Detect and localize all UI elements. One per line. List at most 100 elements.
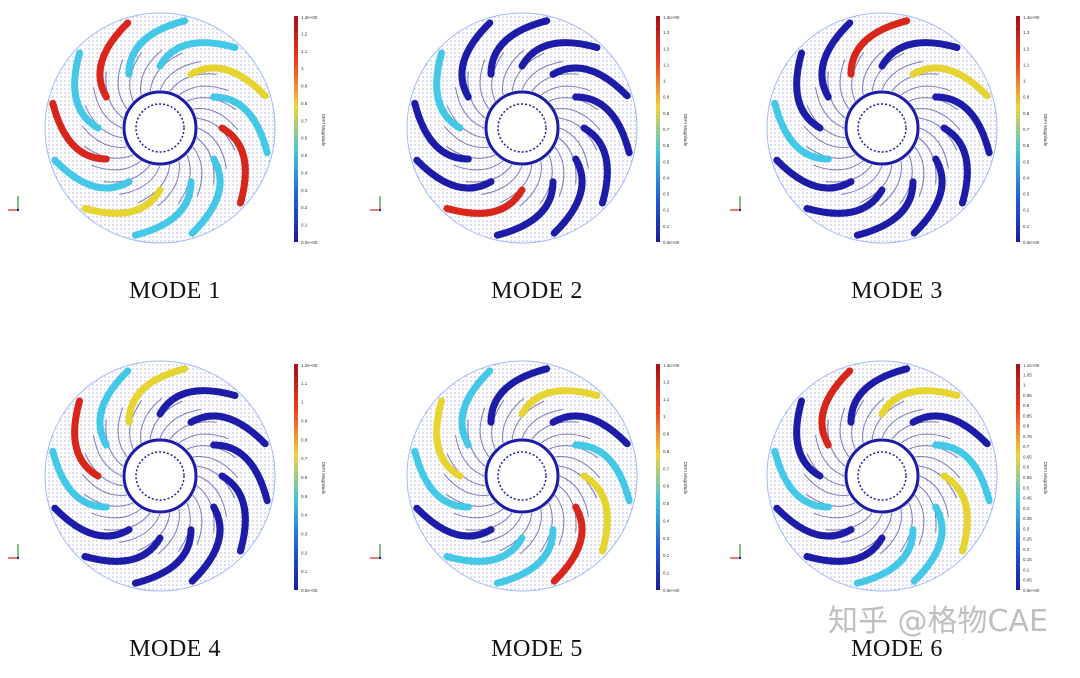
blade (81, 534, 164, 565)
colorbar-tick: 0.6 (1023, 465, 1030, 470)
colorbar-tick: 1.1 (301, 381, 308, 386)
colorbar-tick: 0.6 (663, 143, 670, 148)
colorbar-min: 0.0e+00 (301, 588, 318, 593)
colorbar-label: DEFI Magnitude (321, 114, 326, 147)
colorbar-tick: 0.6 (301, 475, 308, 480)
colorbar-tick: 0.1 (301, 223, 308, 228)
colorbar-tick: 0.1 (1023, 567, 1030, 572)
colorbar-tick: 0.2 (301, 205, 308, 210)
colorbar-tick: 1.1 (1023, 62, 1030, 67)
colorbar-tick: 0.3 (301, 188, 308, 193)
colorbar-tick: 0.25 (1023, 537, 1032, 542)
colorbar-label: DEFI Magnitude (1043, 114, 1048, 147)
blade (910, 503, 946, 585)
blade (572, 441, 633, 505)
blade (878, 387, 961, 418)
blade (51, 504, 133, 540)
colorbar-tick: 0.4 (1023, 175, 1030, 180)
blade (210, 93, 271, 157)
axis-triad-icon (370, 544, 382, 560)
blade (188, 503, 224, 585)
blade (71, 397, 102, 480)
colorbar-min: 0.0e+00 (1023, 588, 1040, 593)
colorbar-tick: 0.2 (663, 553, 670, 558)
colorbar-tick: 1.3 (663, 30, 670, 35)
blade (549, 412, 631, 448)
colorbar-tick: 0.45 (1023, 496, 1032, 501)
blade (932, 93, 993, 157)
colorbar-tick: 0.4 (1023, 506, 1030, 511)
colorbar-tick: 0.35 (1023, 516, 1032, 521)
colorbar-tick: 0.1 (663, 571, 670, 576)
colorbar-tick: 0.8 (301, 437, 308, 442)
colorbar-max: 1.3e+00 (301, 15, 318, 20)
blade (96, 19, 132, 101)
blade (572, 93, 633, 157)
colorbar-tick: 1.2 (1023, 46, 1030, 51)
mode-caption: MODE 6 (851, 636, 943, 662)
blade (940, 124, 971, 207)
blade (549, 64, 631, 100)
colorbar-tick: 0.8 (663, 449, 670, 454)
colorbar-label: DEFI Magnitude (683, 462, 688, 495)
colorbar-tick: 1.2 (663, 379, 670, 384)
blade (853, 526, 917, 587)
colorbar: 1.3e+00 0.0e+00 1.2 1.1 1 0.9 0.8 0.7 0.6 0.5 0.4 0… (294, 15, 326, 245)
blade (803, 186, 886, 217)
impeller-contour-plot (406, 360, 638, 592)
axis-triad-icon (730, 196, 742, 212)
colorbar-min: 0.0e+00 (663, 588, 680, 593)
blade (909, 412, 991, 448)
blade (853, 178, 917, 239)
impeller-contour-plot (766, 360, 998, 592)
colorbar-max: 1.3e+00 (663, 15, 680, 20)
blade (550, 155, 586, 237)
colorbar: 1.3e+00 0.0e+00 1.2 1.1 1 0.9 0.8 0.7 0.6 0.5 0.4 0… (656, 363, 688, 593)
blade (487, 365, 551, 426)
colorbar-tick: 0.5 (663, 501, 670, 506)
blade (932, 441, 993, 505)
mode-panel-5: 1.3e+00 0.0e+00 1.2 1.1 1 0.9 0.8 0.7 0.6 0.5 0.4 0… (362, 348, 722, 678)
mode-panel-2: 1.3e+00 0.0e+00 1.3 1.2 1.1 1 0.9 0.8 0.7 0.6 0.5 0… (362, 0, 722, 330)
colorbar-tick: 0.3 (663, 192, 670, 197)
blade (518, 39, 601, 70)
blade (413, 504, 495, 540)
colorbar-tick: 0.9 (301, 419, 308, 424)
blade (433, 397, 464, 480)
colorbar-tick: 0.95 (1023, 393, 1032, 398)
colorbar-tick: 0.5 (301, 153, 308, 158)
colorbar-tick: 1.1 (301, 49, 308, 54)
colorbar-tick: 0.65 (1023, 454, 1032, 459)
blade (773, 504, 855, 540)
blade (218, 124, 249, 207)
blade (818, 19, 854, 101)
colorbar-tick: 0.9 (663, 95, 670, 100)
blade (793, 397, 824, 480)
blade (518, 387, 601, 418)
blade (771, 99, 832, 163)
impeller-contour-plot (766, 12, 998, 244)
colorbar-tick: 0.3 (1023, 192, 1030, 197)
blade (156, 39, 239, 70)
colorbar: 1.4e+00 0.0e+00 1.3 1.2 1.1 1 0.9 0.8 0.7 0.6 0.5 0… (1016, 15, 1048, 245)
colorbar-max: 1.3e+00 (663, 363, 680, 368)
blade (156, 387, 239, 418)
mode-caption: MODE 5 (491, 636, 583, 662)
colorbar-label: DEFI Magnitude (321, 462, 326, 495)
mode-panel-1: 1.3e+00 0.0e+00 1.2 1.1 1 0.9 0.8 0.7 0.6 0.5 0.4 0… (0, 0, 360, 330)
colorbar-max: 1.1e+00 (1023, 363, 1040, 368)
colorbar-tick: 0.75 (1023, 434, 1032, 439)
watermark-text: 知乎 @格物CAE (828, 604, 1048, 639)
colorbar-tick: 0.1 (663, 224, 670, 229)
colorbar-tick: 0.6 (1023, 143, 1030, 148)
colorbar-tick: 0.7 (301, 118, 308, 123)
blade (909, 64, 991, 100)
colorbar-tick: 0.3 (1023, 526, 1030, 531)
blade (125, 17, 189, 78)
colorbar-tick: 0.9 (1023, 95, 1030, 100)
colorbar-tick: 1 (301, 400, 304, 405)
colorbar-tick: 0.7 (1023, 444, 1030, 449)
colorbar-tick: 1 (663, 414, 666, 419)
colorbar-tick: 0.9 (1023, 403, 1030, 408)
colorbar-tick: 0.3 (301, 532, 308, 537)
